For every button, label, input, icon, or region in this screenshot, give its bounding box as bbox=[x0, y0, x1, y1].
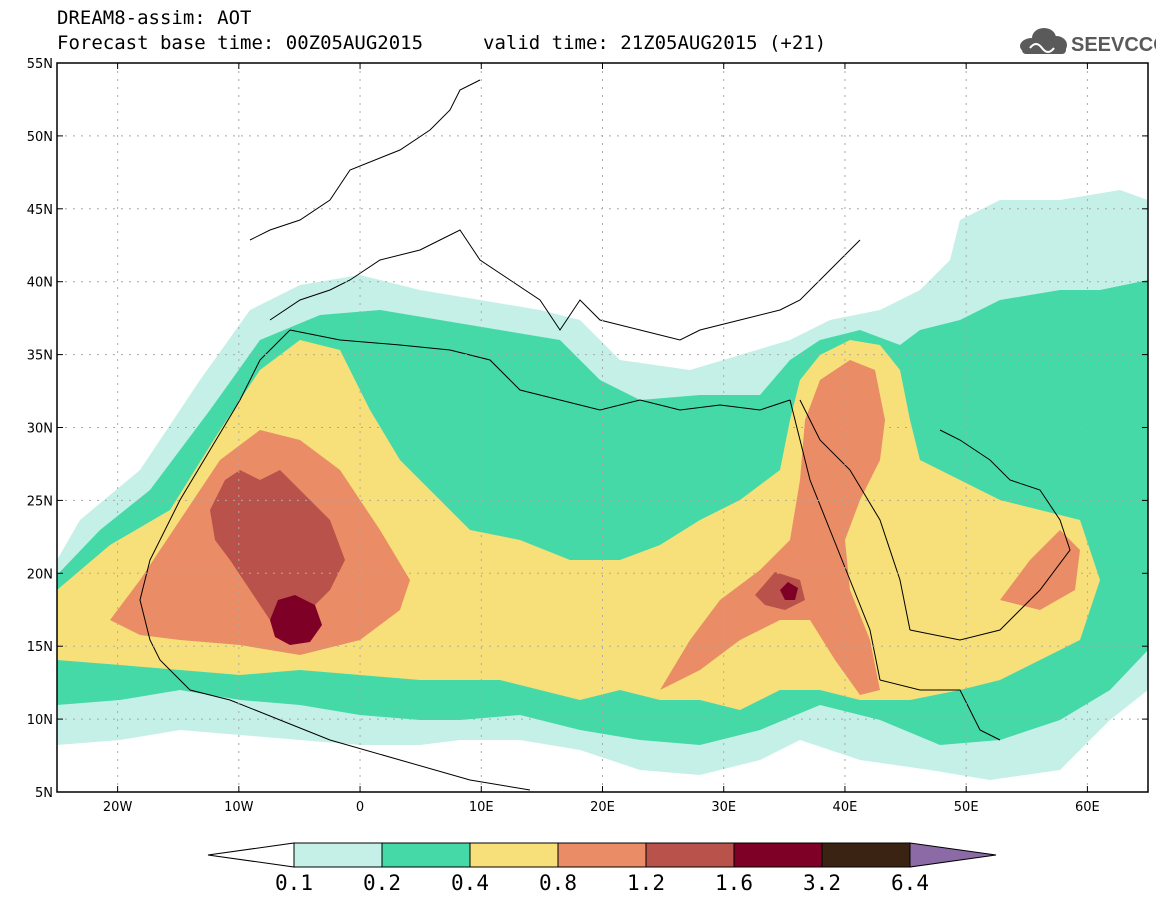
lon-label: 0 bbox=[356, 800, 364, 815]
longitude-labels: 20W 10W 0 10E 20E 30E 40E 50E 60E bbox=[103, 800, 1100, 815]
cloud-icon bbox=[1020, 28, 1067, 54]
colorbar-level-label: 0.1 bbox=[275, 871, 313, 895]
aot-band-1.2 bbox=[210, 470, 345, 630]
coastline-africa bbox=[139, 329, 531, 791]
colorbar-arrow-high bbox=[909, 842, 997, 868]
lat-label: 35N bbox=[27, 349, 53, 364]
forecast-base-time: Forecast base time: 00Z05AUG2015 bbox=[57, 32, 424, 54]
lat-label: 25N bbox=[27, 494, 53, 509]
coastline-horn bbox=[879, 679, 1001, 741]
lon-label: 10E bbox=[469, 800, 494, 815]
aot-band-1.2-b bbox=[755, 572, 805, 610]
colorbar-swatch bbox=[381, 842, 471, 868]
colorbar-swatch bbox=[469, 842, 559, 868]
aot-band-1.6-b bbox=[780, 582, 798, 600]
valid-time: valid time: 21Z05AUG2015 (+21) bbox=[483, 32, 827, 54]
lat-label: 20N bbox=[27, 567, 53, 582]
map-title: DREAM8-assim: AOT bbox=[57, 7, 252, 29]
colorbar-level-label: 0.4 bbox=[451, 871, 489, 895]
lon-label: 20E bbox=[590, 800, 615, 815]
axis-ticks bbox=[57, 62, 1148, 793]
coastline-red-sea bbox=[789, 399, 911, 681]
lon-label: 40E bbox=[833, 800, 858, 815]
coastline-europe bbox=[249, 79, 861, 341]
lat-label: 40N bbox=[27, 276, 53, 291]
latitude-labels: 55N 50N 45N 40N 35N 30N 25N 20N 15N 10N 5N bbox=[27, 57, 53, 801]
lon-label: 50E bbox=[954, 800, 979, 815]
aot-band-0.8-c bbox=[1000, 530, 1080, 610]
aot-band-0.8-b bbox=[660, 360, 885, 695]
gridlines bbox=[57, 63, 1148, 792]
aot-band-1.6 bbox=[270, 595, 322, 645]
colorbar-swatch bbox=[557, 842, 647, 868]
colorbar-level-label: 1.6 bbox=[715, 871, 753, 895]
coastline-arabia bbox=[909, 429, 1071, 641]
colorbar-swatch bbox=[645, 842, 735, 868]
lat-label: 30N bbox=[27, 422, 53, 437]
coastline-med-south bbox=[289, 329, 791, 411]
colorbar-level-label: 0.8 bbox=[539, 871, 577, 895]
lon-label: 30E bbox=[711, 800, 736, 815]
colorbar-swatch bbox=[733, 842, 823, 868]
lat-label: 5N bbox=[35, 786, 53, 801]
lon-label: 10W bbox=[224, 800, 254, 815]
seevccc-logo: SEEVCCC bbox=[1016, 24, 1165, 60]
lat-label: 45N bbox=[27, 203, 53, 218]
colorbar-swatch bbox=[293, 842, 383, 868]
lon-label: 60E bbox=[1075, 800, 1100, 815]
logo-text: SEEVCCC bbox=[1071, 34, 1156, 56]
colorbar-arrow-low bbox=[207, 842, 295, 868]
lat-label: 10N bbox=[27, 713, 53, 728]
lon-label: 20W bbox=[103, 800, 133, 815]
colorbar-level-label: 1.2 bbox=[627, 871, 665, 895]
colorbar-swatch bbox=[821, 842, 911, 868]
lat-label: 50N bbox=[27, 130, 53, 145]
colorbar: 0.1 0.2 0.4 0.8 1.2 1.6 3.2 6.4 bbox=[207, 842, 997, 895]
colorbar-level-label: 0.2 bbox=[363, 871, 401, 895]
coastlines bbox=[139, 79, 1071, 791]
lat-label: 55N bbox=[27, 57, 53, 72]
colorbar-level-label: 3.2 bbox=[803, 871, 841, 895]
lat-label: 15N bbox=[27, 640, 53, 655]
colorbar-level-label: 6.4 bbox=[891, 871, 929, 895]
